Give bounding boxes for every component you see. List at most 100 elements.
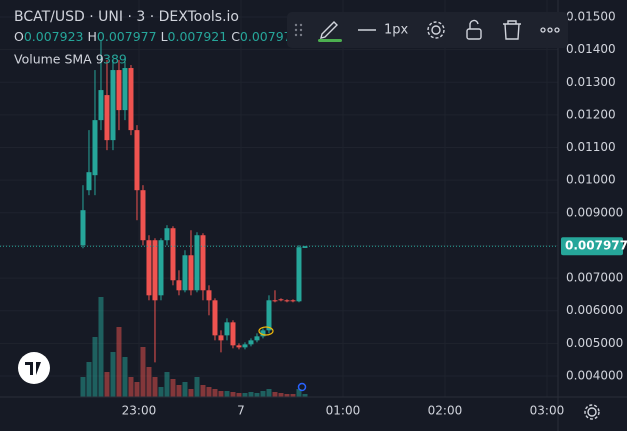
annotation-ellipse	[258, 326, 274, 336]
candle-body	[230, 322, 236, 346]
candle-body	[146, 240, 152, 296]
volume-bar	[296, 389, 302, 397]
volume-bar	[98, 297, 104, 397]
volume-bar	[182, 382, 188, 397]
candle-body	[86, 172, 92, 191]
volume-bar	[158, 387, 164, 397]
candle-body	[158, 240, 164, 296]
ohlc-value: 0.007923	[24, 29, 84, 44]
candle-body	[80, 210, 86, 246]
settings-button[interactable]	[584, 404, 600, 420]
candle-body	[302, 246, 308, 248]
candle-body	[254, 336, 260, 341]
y-tick-label: 0.005000	[566, 336, 623, 350]
candle-body	[152, 240, 158, 301]
candle-body	[296, 247, 302, 302]
candle-body	[104, 95, 110, 141]
candle-body	[122, 68, 128, 111]
volume-bar	[254, 393, 260, 397]
ohlc-key: H	[88, 29, 97, 44]
line-width-label[interactable]: 1px	[384, 23, 409, 38]
volume-bar	[248, 392, 254, 397]
candle-body	[116, 70, 122, 111]
volume-bar	[122, 357, 128, 397]
ohlc-value: 0.007921	[168, 29, 228, 44]
candle-body	[164, 228, 170, 241]
volume-bar	[134, 382, 140, 397]
y-tick-label: 0.01400	[566, 42, 616, 56]
volume-bar	[86, 362, 92, 397]
volume-bar	[266, 389, 272, 397]
candle-body	[278, 299, 284, 301]
ohlc-key: L	[161, 29, 168, 44]
volume-bar	[176, 385, 182, 397]
settings-icon-ring	[427, 21, 445, 39]
y-tick-label: 0.01000	[566, 173, 616, 187]
volume-bar	[260, 391, 266, 397]
volume-bar	[164, 372, 170, 397]
volume-bar	[200, 385, 206, 397]
drag-handle[interactable]	[294, 23, 303, 37]
ohlc-value: 0.007977	[240, 29, 300, 44]
settings-icon[interactable]	[431, 25, 441, 35]
x-tick-label: 03:00	[530, 404, 565, 418]
candle-body	[236, 345, 242, 348]
candle-body	[260, 330, 266, 337]
indicator-label: Volume SMA 9	[14, 52, 104, 67]
volume-bar	[284, 394, 290, 397]
x-tick-label: 02:00	[428, 404, 463, 418]
event-marker[interactable]	[297, 382, 307, 392]
delete-icon[interactable]	[503, 20, 521, 40]
volume-bar	[236, 393, 242, 397]
candle-body	[140, 190, 146, 241]
candle-body	[194, 235, 200, 291]
ohlc-key: C	[231, 29, 240, 44]
pencil-icon[interactable]	[320, 21, 338, 39]
candle-body	[128, 68, 134, 131]
candle-body	[110, 70, 116, 141]
lock-icon[interactable]	[466, 28, 482, 40]
volume-bar	[116, 327, 122, 397]
volume-bar	[224, 391, 230, 397]
chart-title: BCAT/USD · UNI · 3 · DEXTools.io	[14, 9, 239, 25]
volume-bar	[110, 352, 116, 397]
candle-body	[92, 120, 98, 176]
color-swatch	[318, 39, 342, 42]
volume-bar	[152, 377, 158, 397]
toolbar: 1px	[287, 12, 568, 48]
candle-body	[284, 300, 290, 302]
candle-body	[206, 290, 212, 301]
ohlc-key: O	[14, 29, 24, 44]
ohlc-value: 0.007977	[97, 29, 157, 44]
volume-bar	[272, 392, 278, 397]
more-icon[interactable]	[540, 27, 560, 33]
x-tick-label: 01:00	[326, 404, 361, 418]
volume-bar	[218, 391, 224, 397]
candle-body	[200, 235, 206, 291]
indicator-value: 389	[103, 52, 127, 67]
volume-bar	[140, 347, 146, 397]
candle-body	[218, 335, 224, 341]
volume-bar	[230, 392, 236, 397]
volume-bar	[92, 337, 98, 397]
y-tick-label: 0.007000	[566, 271, 623, 285]
tv-logo	[18, 352, 50, 384]
volume-bar	[104, 372, 110, 397]
volume-bar	[170, 379, 176, 397]
candle-body	[188, 255, 194, 291]
y-tick-label: 0.01200	[566, 107, 616, 121]
candle-body	[290, 300, 296, 302]
x-tick-label: 23:00	[122, 404, 157, 418]
y-tick-label: 0.009000	[566, 205, 623, 219]
y-tick-label: 0.004000	[566, 368, 623, 382]
last-price-label: 0.007977	[565, 239, 627, 253]
candle-body	[272, 300, 278, 302]
candle-body	[242, 344, 248, 348]
candle-body	[170, 228, 176, 281]
volume-bar	[302, 394, 308, 397]
volume-bar	[188, 389, 194, 397]
y-tick-label: 0.01300	[566, 75, 616, 89]
volume-bar	[80, 377, 86, 397]
